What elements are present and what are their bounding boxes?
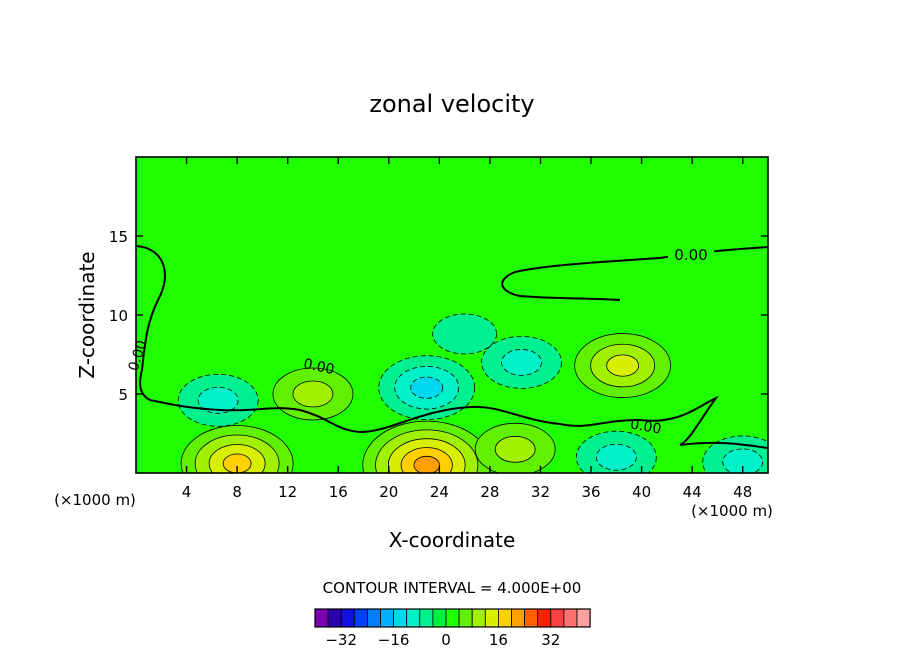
colorbar-swatch	[366, 608, 381, 628]
contour-band	[501, 348, 542, 376]
contour-feature	[272, 367, 354, 421]
x-tick-label: 20	[379, 483, 398, 501]
x-axis: 4 8 12 16 20 24 28 32 36 40 44 48	[182, 157, 752, 501]
colorbar-swatch	[327, 608, 342, 628]
contour-band	[413, 455, 440, 473]
contour-band	[494, 435, 536, 463]
colorbar	[314, 608, 591, 628]
colorbar-swatch	[419, 608, 434, 628]
colorbar-swatch	[563, 608, 578, 628]
y-tick-label: 10	[109, 307, 128, 325]
colorbar-swatch	[458, 608, 473, 628]
colorbar-swatch	[406, 608, 421, 628]
contour-feature	[362, 420, 492, 473]
contour-feature	[378, 355, 476, 421]
colorbar-swatch	[484, 608, 499, 628]
contour-band	[595, 443, 637, 471]
contour-label-bg	[668, 244, 714, 262]
y-axis-label: Z-coordinate	[75, 251, 99, 378]
contour-feature	[574, 333, 672, 398]
colorbar-swatch	[432, 608, 447, 628]
contour-label: 0.00	[629, 416, 662, 437]
colorbar-tick-label: 32	[541, 631, 560, 649]
x-tick-label: 36	[581, 483, 600, 501]
contour-band	[606, 354, 640, 377]
colorbar-swatch	[471, 608, 486, 628]
plot-area	[136, 157, 768, 473]
x-tick-label: 16	[329, 483, 348, 501]
colorbar-tick-label: −32	[325, 631, 357, 649]
x-tick-label: 24	[430, 483, 449, 501]
contour-band	[410, 376, 444, 399]
x-tick-label: 44	[683, 483, 702, 501]
colorbar-frame	[314, 608, 591, 628]
zero-contour-main	[136, 245, 768, 449]
colorbar-tick-label: 0	[441, 631, 451, 649]
colorbar-swatch	[393, 608, 408, 628]
contour-labels: 0.00 0.00 0.00 0.00	[126, 244, 714, 438]
colorbar-swatch	[524, 608, 539, 628]
colorbar-tick-label: −16	[378, 631, 410, 649]
colorbar-ticks: −32 −16 0 16 32	[325, 631, 560, 649]
contour-feature	[180, 425, 294, 473]
chart-title: zonal velocity	[369, 90, 534, 118]
contour-fill-layers	[177, 313, 768, 473]
x-tick-label: 8	[232, 483, 242, 501]
x-tick-label: 40	[632, 483, 651, 501]
colorbar-swatch	[314, 608, 329, 628]
x-tick-label: 12	[278, 483, 297, 501]
contour-feature	[481, 335, 562, 389]
x-tick-label: 28	[480, 483, 499, 501]
colorbar-swatch	[576, 608, 591, 628]
contour-label: 0.00	[302, 356, 336, 378]
contour-band	[722, 448, 764, 473]
colorbar-swatch	[445, 608, 460, 628]
colorbar-tick-label: 16	[489, 631, 508, 649]
colorbar-swatch	[550, 608, 565, 628]
colorbar-swatch	[537, 608, 552, 628]
x-unit-label-left: (×1000 m)	[54, 491, 136, 509]
colorbar-swatch	[511, 608, 526, 628]
colorbar-swatch	[497, 608, 512, 628]
x-tick-label: 32	[531, 483, 550, 501]
x-tick-label: 48	[733, 483, 752, 501]
contour-feature	[432, 313, 498, 355]
contour-label: 0.00	[674, 246, 707, 264]
y-tick-label: 5	[118, 386, 128, 404]
y-axis: 5 10 15	[109, 228, 768, 404]
contour-band	[292, 380, 334, 408]
contour-band	[222, 453, 252, 473]
contour-feature	[575, 430, 657, 473]
x-axis-label: X-coordinate	[389, 528, 516, 552]
contour-feature	[474, 422, 556, 473]
x-tick-label: 4	[182, 483, 192, 501]
y-tick-label: 15	[109, 228, 128, 246]
contour-feature	[177, 373, 259, 427]
colorbar-swatch	[340, 608, 355, 628]
x-unit-label-right: (×1000 m)	[691, 502, 773, 520]
contour-band	[432, 313, 498, 355]
colorbar-swatch	[353, 608, 368, 628]
colorbar-swatch	[380, 608, 395, 628]
contour-interval-label: CONTOUR INTERVAL = 4.000E+00	[323, 579, 582, 597]
contour-band	[197, 386, 239, 414]
